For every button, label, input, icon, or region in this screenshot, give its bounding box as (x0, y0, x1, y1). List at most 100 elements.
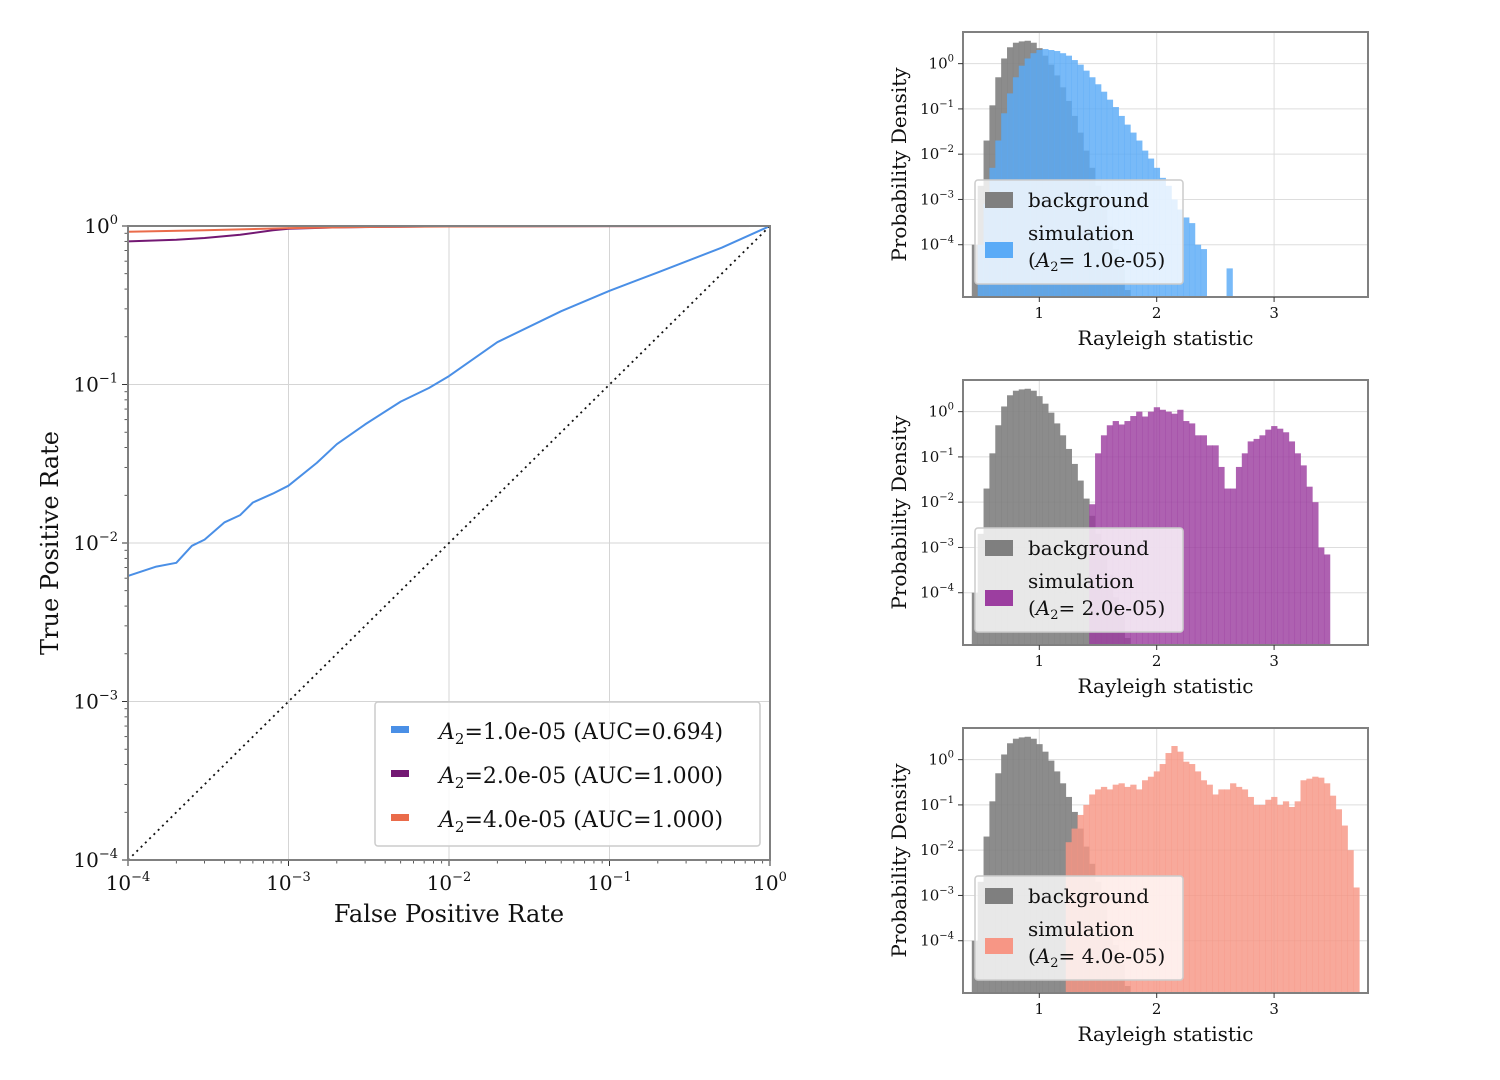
hist-simulation-bar (1247, 441, 1254, 645)
hist-background-bar (1001, 406, 1008, 645)
hist-simulation-bar (1235, 786, 1243, 993)
hist-simulation-bar (1312, 776, 1319, 993)
hist-legend-swatch-simulation (985, 938, 1013, 954)
hist-simulation-bar (1212, 794, 1219, 993)
hist-y-tick-label: 10−3 (920, 537, 954, 556)
hist-simulation-bar (1030, 53, 1037, 298)
roc-diagonal-line (127, 225, 771, 861)
hist-background-bar (1018, 389, 1026, 645)
hist-simulation-bar (1183, 761, 1190, 993)
hist-simulation-bar (1300, 465, 1307, 645)
hist-simulation-bar (1235, 466, 1243, 645)
hist-simulation-bar (1335, 809, 1342, 993)
hist-y-tick-label: 10−2 (920, 840, 954, 859)
hist-simulation-bar (1271, 426, 1278, 645)
hist-legend-box (974, 527, 1184, 633)
hist-legend-swatch-background (985, 540, 1013, 556)
hist-background-bar (1042, 403, 1049, 645)
hist-background-bar (1024, 388, 1031, 645)
hist-simulation-bar (1247, 796, 1254, 993)
hist-simulation-bar (1265, 799, 1272, 993)
hist-x-tick-label: 1 (1035, 652, 1045, 670)
hist-simulation-bar (1300, 780, 1307, 993)
hist-x-tick-label: 2 (1152, 1000, 1162, 1018)
hist-simulation-bar (1294, 453, 1301, 645)
hist-simulation-bar (1253, 804, 1260, 993)
hist-simulation-bar (1282, 432, 1290, 645)
hist-simulation-bar (1177, 751, 1184, 993)
hist-simulation-bar (1200, 249, 1207, 297)
hist-simulation-bar (1312, 502, 1319, 645)
hist-y-tick-label: 10−1 (920, 447, 954, 466)
hist-simulation-bar (1329, 795, 1337, 993)
hist-simulation-bar (1053, 51, 1061, 297)
hist-legend-label-simulation: simulation (1028, 569, 1134, 593)
roc-x-tick-label: 10−1 (587, 870, 632, 895)
hist-background-bar (1007, 743, 1014, 993)
hist-simulation-bar (1253, 438, 1260, 645)
roc-legend-label-1: A2=1.0e-05 (AUC=0.694) (437, 720, 723, 748)
roc-y-tick-label: 10−4 (73, 847, 118, 872)
hist-simulation-bar (1042, 49, 1049, 298)
hist-simulation-bar (1277, 804, 1284, 993)
hist-simulation-bar (1288, 806, 1296, 993)
hist-simulation-bar (1165, 753, 1172, 993)
roc-y-tick-label: 10−1 (73, 372, 118, 397)
hist-y-tick-label: 10−4 (920, 583, 954, 602)
hist-background-bar (1036, 396, 1043, 645)
roc-x-tick-label: 10−4 (106, 870, 151, 895)
hist-y-tick-label: 10−4 (920, 235, 954, 254)
hist-legend-box (974, 875, 1184, 981)
hist-simulation-bar (1183, 421, 1190, 645)
hist-frame (962, 379, 1369, 646)
histogram-panel-3: 1 2 3 10−4 10−3 10−2 10−1 100 Rayleigh statistic… (887, 727, 1369, 1046)
hist-simulation-bar (1241, 789, 1249, 993)
hist-background-bar (1036, 744, 1043, 993)
roc-y-axis-label: True Positive Rate (36, 431, 64, 655)
hist-x-axis-label: Rayleigh statistic (1078, 674, 1254, 698)
hist-simulation-bar (1277, 428, 1284, 645)
hist-simulation-bar (1323, 554, 1331, 645)
hist-y-tick-label: 100 (929, 54, 954, 73)
hist-simulation-bar (1323, 783, 1331, 993)
hist-y-tick-label: 10−2 (920, 144, 954, 163)
histogram-panel-1: 1 2 3 10−4 10−3 10−2 10−1 100 Rayleigh statistic… (887, 31, 1369, 350)
hist-x-tick-label: 1 (1035, 304, 1045, 322)
roc-y-tick-label: 100 (84, 213, 118, 238)
hist-background-bar (1007, 395, 1014, 645)
hist-legend-label-simulation: simulation (1028, 221, 1134, 245)
hist-simulation-bar (1318, 777, 1325, 993)
hist-legend-label-background: background (1028, 188, 1149, 212)
hist-legend-label-simulation: simulation (1028, 917, 1134, 941)
hist-simulation-bar (1194, 244, 1202, 297)
hist-background-bar (1030, 738, 1037, 993)
hist-background-bar (1001, 754, 1008, 993)
hist-background-bar (1042, 751, 1049, 993)
hist-y-tick-label: 100 (929, 402, 954, 421)
hist-y-tick-label: 10−2 (920, 492, 954, 511)
hist-legend-label-amplitude: (A2= 2.0e-05) (1028, 596, 1165, 623)
hist-y-axis-label: Probability Density (887, 67, 911, 262)
hist-y-tick-label: 10−4 (920, 931, 954, 950)
hist-simulation-bar (1259, 435, 1266, 645)
hist-simulation-bar (1306, 778, 1313, 993)
hist-simulation-bar (1183, 217, 1190, 297)
hist-legend-label-amplitude: (A2= 4.0e-05) (1028, 944, 1165, 971)
hist-background-bar (1018, 737, 1026, 993)
roc-legend-label-3: A2=4.0e-05 (AUC=1.000) (437, 808, 723, 836)
hist-simulation-bar (1206, 445, 1213, 645)
hist-x-tick-label: 2 (1152, 652, 1162, 670)
hist-frame (962, 31, 1369, 298)
hist-x-tick-label: 3 (1269, 1000, 1279, 1018)
hist-simulation-bar (1288, 441, 1296, 645)
hist-x-tick-label: 1 (1035, 1000, 1045, 1018)
roc-panel: 10−410−4 10−3 10−3 10−2 10−2 10−1 10−1 100 100 Fa… (36, 213, 787, 928)
hist-simulation-bar (1194, 771, 1202, 993)
hist-x-tick-label: 2 (1152, 304, 1162, 322)
hist-x-axis-label: Rayleigh statistic (1078, 1022, 1254, 1046)
roc-legend-swatch-3 (391, 814, 409, 821)
hist-simulation-bar (1230, 783, 1237, 993)
hist-simulation-bar (1206, 784, 1213, 993)
hist-simulation-bar (1259, 804, 1266, 993)
